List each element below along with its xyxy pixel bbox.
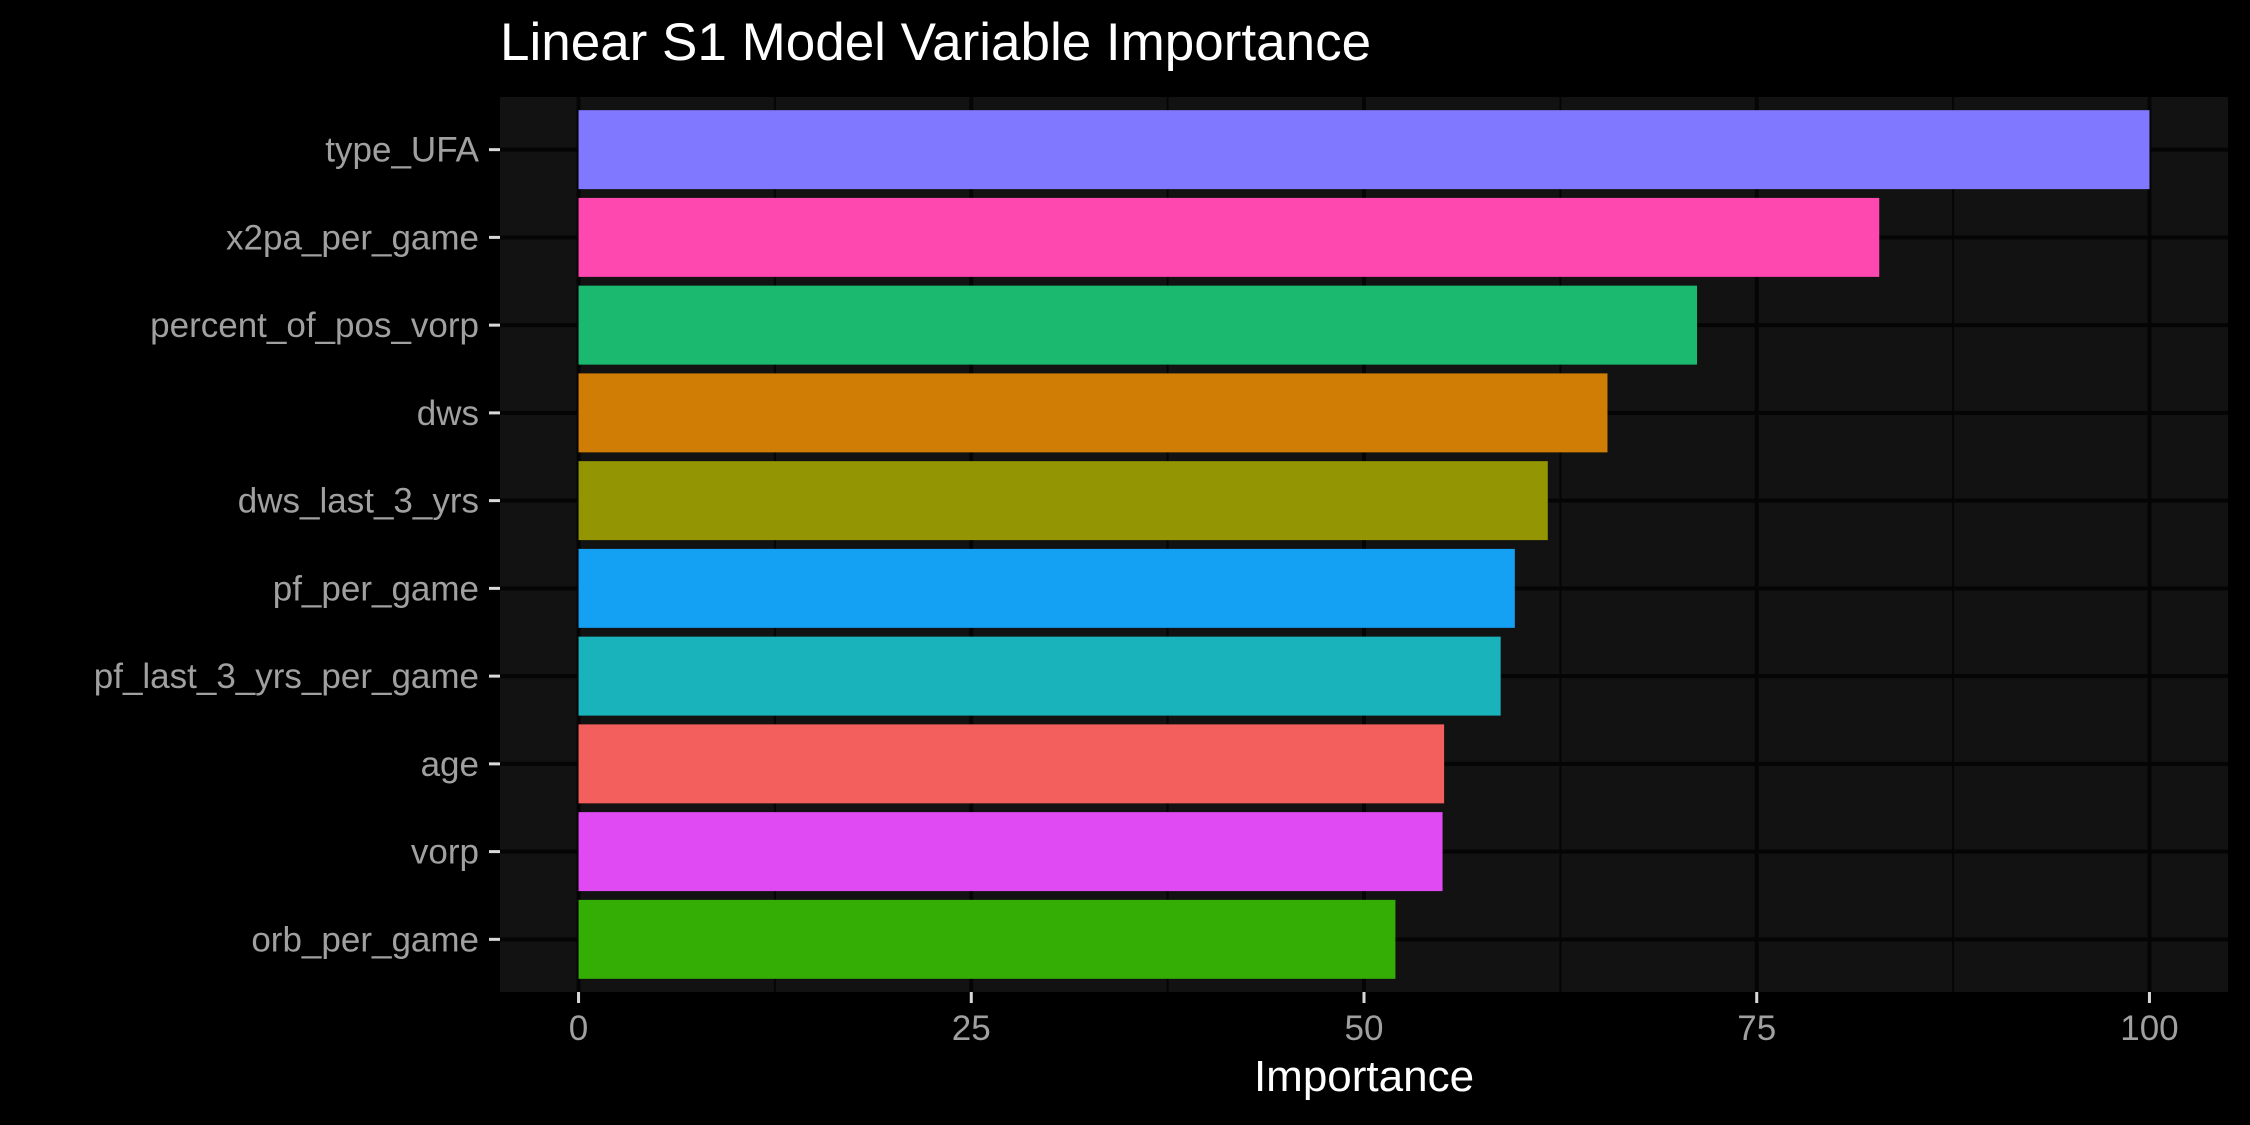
y-tick-label: pf_per_game [273,569,479,608]
chart-title: Linear S1 Model Variable Importance [500,13,1371,72]
x-tick-label: 25 [952,1009,991,1048]
x-axis-label: Importance [1254,1052,1474,1101]
x-tick-label: 0 [569,1009,588,1048]
y-tick-label: dws_last_3_yrs [238,482,479,521]
bars [578,110,2150,979]
x-axis: 0 25 50 75 100 [569,992,2179,1048]
x-tick-label: 100 [2120,1009,2178,1048]
bar-dws_last_3_yrs [578,461,1548,541]
y-tick-label: percent_of_pos_vorp [150,306,479,345]
bar-x2pa_per_game [578,197,1880,277]
bar-vorp [578,812,1443,892]
bar-pf_last_3_yrs_per_game [578,636,1501,716]
bar-orb_per_game [578,899,1396,979]
y-tick-label: age [421,745,479,784]
bar-dws [578,373,1608,453]
bar-pf_per_game [578,548,1515,628]
x-tick-label: 75 [1737,1009,1776,1048]
bar-type_UFA [578,110,2150,190]
y-tick-label: x2pa_per_game [226,218,479,257]
y-tick-label: type_UFA [325,131,479,170]
x-tick-label: 50 [1345,1009,1384,1048]
y-axis: type_UFA x2pa_per_game percent_of_pos_vorp… [94,131,500,959]
bar-percent_of_pos_vorp [578,285,1698,365]
y-tick-label: vorp [411,833,479,872]
bar-age [578,724,1445,804]
y-tick-label: dws [417,394,479,433]
y-tick-label: orb_per_game [251,920,479,959]
y-tick-label: pf_last_3_yrs_per_game [94,657,479,696]
